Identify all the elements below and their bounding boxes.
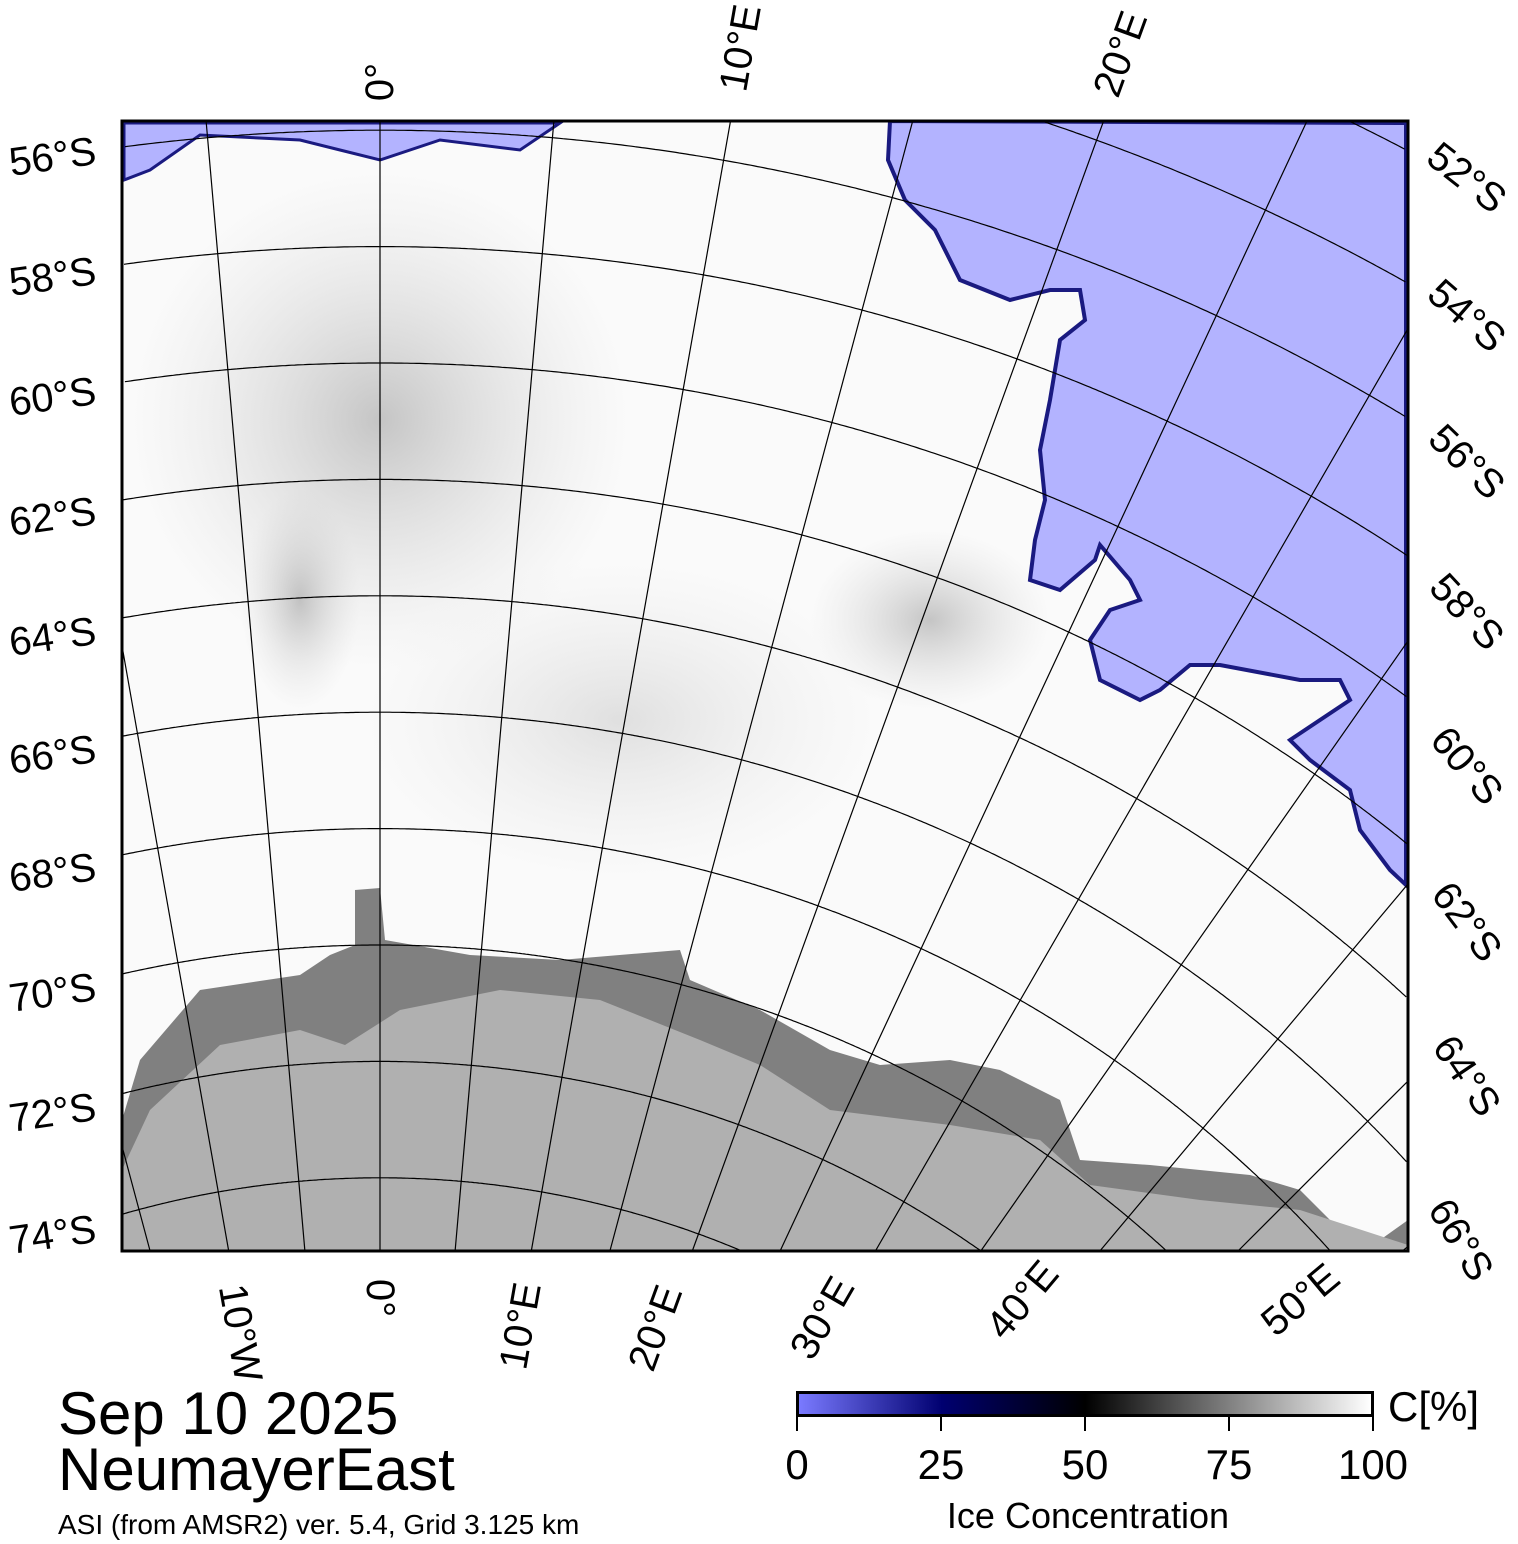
open-water-region xyxy=(885,121,1408,890)
meridian-line xyxy=(980,640,1408,1251)
colorbar xyxy=(796,1391,1374,1417)
latitude-line xyxy=(1349,121,1405,150)
colorbar-unit: C[%] xyxy=(1388,1383,1480,1430)
colorbar-tick-label: 75 xyxy=(1205,1441,1253,1488)
colorbar-tick xyxy=(1372,1417,1374,1431)
latitude-line xyxy=(123,246,1408,557)
colorbar-tick-label: 100 xyxy=(1337,1441,1409,1488)
land xyxy=(122,990,1408,1251)
meridian-line xyxy=(122,645,230,1251)
meridian-line xyxy=(874,328,1408,1251)
meridian-line xyxy=(1099,883,1408,1251)
latitude-line xyxy=(1044,121,1406,283)
graticule xyxy=(122,121,1408,1251)
reduced-ice-area xyxy=(810,530,1050,710)
region-title: NeumayerEast xyxy=(58,1436,455,1503)
latitude-line xyxy=(123,1177,742,1251)
reduced-ice-area xyxy=(240,490,360,710)
meridian-line xyxy=(779,121,1308,1251)
map-frame xyxy=(120,119,1410,1253)
colorbar-title: Ice Concentration xyxy=(946,1495,1230,1536)
colorbar-tick-label: 50 xyxy=(1061,1441,1109,1488)
source-note: ASI (from AMSR2) ver. 5.4, Grid 3.125 km xyxy=(58,1509,580,1540)
meridian-line xyxy=(691,121,1105,1251)
latitude-line xyxy=(123,711,1407,1163)
latitude-line xyxy=(122,828,1331,1251)
colorbar-tick xyxy=(796,1417,798,1431)
colorbar-tick-label: 0 xyxy=(785,1441,809,1488)
colorbar-tick xyxy=(940,1417,942,1431)
colorbar-tick xyxy=(1084,1417,1086,1431)
latitude-line xyxy=(124,362,1407,697)
latitude-line xyxy=(122,1060,982,1251)
meridian-line xyxy=(454,121,555,1251)
meridian-line xyxy=(530,121,732,1251)
colorbar-tick xyxy=(1228,1417,1230,1431)
bottom-longitude-label: 0° xyxy=(358,1278,403,1318)
meridian-line xyxy=(205,121,306,1251)
latitude-line xyxy=(125,129,1406,417)
meridian-line xyxy=(1237,1080,1408,1251)
top-longitude-label: 0° xyxy=(358,62,403,102)
meridian-line xyxy=(122,1145,151,1251)
latitude-line xyxy=(122,944,1167,1251)
date-title: Sep 10 2025 xyxy=(58,1380,399,1447)
open-water-patch xyxy=(122,121,565,183)
reduced-ice-area xyxy=(360,560,880,880)
meridian-line xyxy=(609,121,914,1251)
latitude-line xyxy=(122,595,1407,998)
colorbar-tick-label: 25 xyxy=(917,1441,965,1488)
